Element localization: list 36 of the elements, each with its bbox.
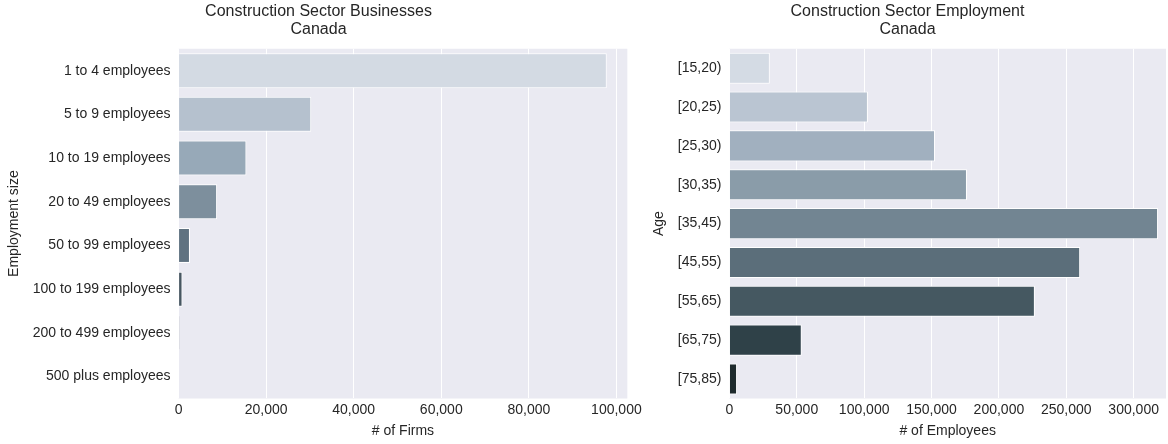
x-tick-label: 300,000 bbox=[1108, 400, 1160, 417]
y-tick-label: [45,55) bbox=[677, 253, 722, 270]
y-tick-label: 500 plus employees bbox=[46, 367, 171, 384]
y-tick-label: [25,30) bbox=[677, 136, 722, 153]
y-tick-label: [55,65) bbox=[677, 292, 722, 309]
y-tick-label: [30,35) bbox=[677, 175, 722, 192]
x-axis-title: # of Firms bbox=[371, 422, 435, 439]
y-tick-label: 20 to 49 employees bbox=[48, 192, 171, 209]
x-tick-label: 250,000 bbox=[1040, 400, 1092, 417]
x-tick-label: 60,000 bbox=[419, 400, 463, 417]
x-tick-label: 0 bbox=[174, 400, 183, 417]
y-tick-label: 10 to 19 employees bbox=[48, 148, 171, 165]
y-axis-title: Age bbox=[650, 210, 667, 237]
y-tick-label: 50 to 99 employees bbox=[48, 236, 171, 253]
x-tick-label: 50,000 bbox=[775, 400, 819, 417]
chart-title: Construction Sector Employment Canada bbox=[790, 1, 1025, 38]
x-tick-label: 20,000 bbox=[244, 400, 288, 417]
x-tick-label: 40,000 bbox=[332, 400, 376, 417]
y-axis-title: Employment size bbox=[5, 170, 22, 277]
x-tick-label: 100,000 bbox=[838, 400, 890, 417]
y-tick-label: [20,25) bbox=[677, 97, 722, 114]
y-tick-label: 100 to 199 employees bbox=[32, 280, 171, 297]
x-tick-label: 150,000 bbox=[906, 400, 958, 417]
x-tick-label: 80,000 bbox=[507, 400, 551, 417]
y-tick-label: [15,20) bbox=[677, 59, 722, 76]
y-tick-label: 5 to 9 employees bbox=[63, 105, 171, 122]
x-axis-title: # of Employees bbox=[899, 422, 996, 439]
y-tick-label: [35,45) bbox=[677, 214, 722, 231]
x-tick-label: 200,000 bbox=[973, 400, 1025, 417]
x-tick-label: 0 bbox=[725, 400, 734, 417]
y-tick-label: 200 to 499 employees bbox=[32, 323, 171, 340]
y-tick-label: 1 to 4 employees bbox=[63, 61, 171, 78]
y-tick-label: [65,75) bbox=[677, 330, 722, 347]
x-tick-label: 100,000 bbox=[591, 400, 642, 417]
chart-title: Construction Sector Businesses Canada bbox=[205, 1, 432, 38]
y-tick-label: [75,85) bbox=[677, 369, 722, 386]
